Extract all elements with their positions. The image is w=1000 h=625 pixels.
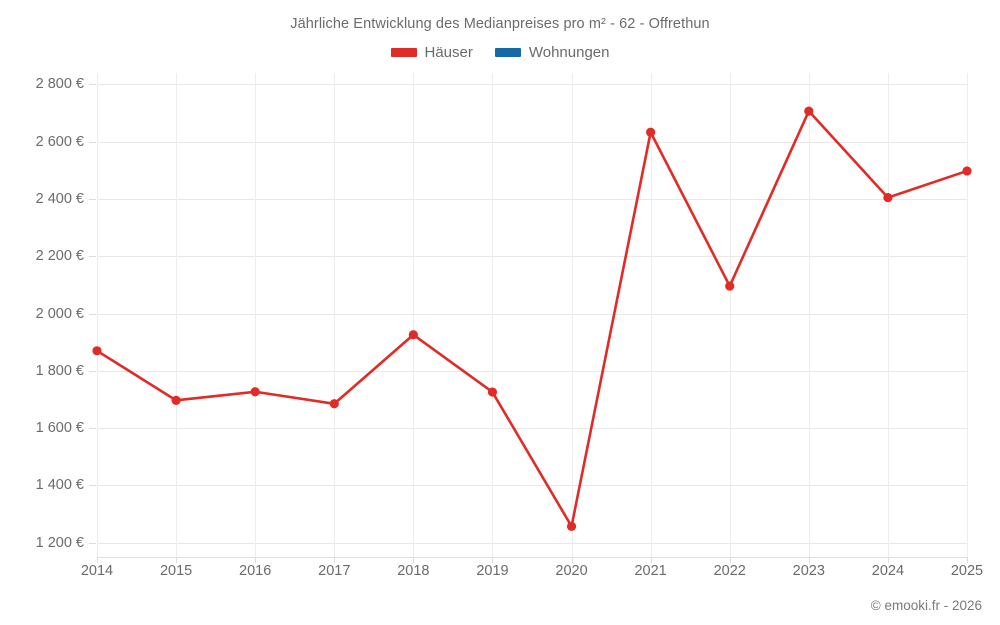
y-axis-tick-label: 1 400 € xyxy=(35,477,84,494)
x-axis-tick-label: 2025 xyxy=(950,563,984,579)
gridline-horizontal xyxy=(97,313,967,315)
gridline-vertical xyxy=(492,73,494,557)
gridline-vertical xyxy=(176,73,178,557)
x-axis-tick-mark xyxy=(176,557,178,563)
legend-item-haeuser[interactable]: Häuser xyxy=(390,44,473,61)
y-axis-tick-label: 2 800 € xyxy=(35,76,84,93)
y-axis-tick-mark xyxy=(89,313,96,315)
legend-label-haeuser: Häuser xyxy=(424,44,473,61)
gridline-horizontal xyxy=(97,542,967,544)
data-point[interactable] xyxy=(646,127,656,137)
x-axis-tick-label: 2017 xyxy=(318,563,351,579)
x-axis-tick-label: 2016 xyxy=(239,563,272,579)
y-axis-tick-label: 2 600 € xyxy=(35,133,84,150)
x-axis-tick-label: 2021 xyxy=(634,563,667,579)
y-axis-tick-label: 1 800 € xyxy=(35,362,84,379)
series-layer xyxy=(92,106,972,531)
x-axis-tick-label: 2020 xyxy=(555,563,588,579)
x-axis-tick-mark xyxy=(255,557,257,563)
y-axis-tick-mark xyxy=(89,199,96,200)
x-axis-tick-mark xyxy=(887,557,889,563)
gridline-vertical xyxy=(255,73,257,557)
legend-item-wohnungen[interactable]: Wohnungen xyxy=(494,44,610,61)
x-axis-tick-label: 2024 xyxy=(871,563,905,579)
x-axis-tick-mark xyxy=(729,557,731,563)
x-axis-tick-label: 2018 xyxy=(397,563,430,579)
legend-label-wohnungen: Wohnungen xyxy=(528,44,610,61)
y-axis-tick-mark xyxy=(89,256,96,258)
y-axis-tick-mark xyxy=(89,141,96,143)
gridline-horizontal xyxy=(97,199,967,200)
gridline-horizontal xyxy=(97,84,967,86)
legend-swatch-wohnungen xyxy=(494,48,521,57)
data-point[interactable] xyxy=(250,387,260,397)
gridline-horizontal xyxy=(97,428,967,430)
data-point[interactable] xyxy=(171,395,181,405)
gridline-horizontal xyxy=(97,485,967,487)
y-axis-tick-mark xyxy=(89,485,96,487)
data-point[interactable] xyxy=(487,387,498,397)
data-point[interactable] xyxy=(804,106,814,116)
data-point[interactable] xyxy=(329,399,339,409)
y-axis-tick-label: 2 200 € xyxy=(35,248,84,265)
x-axis-tick-label: 2023 xyxy=(792,563,825,579)
data-point[interactable] xyxy=(566,521,577,531)
x-axis-tick-label: 2019 xyxy=(476,563,509,579)
plot-area xyxy=(92,73,972,557)
x-axis-tick-mark xyxy=(967,557,968,563)
x-axis-tick-mark xyxy=(650,557,652,563)
x-axis-tick-mark xyxy=(97,557,98,563)
x-axis-tick-label: 2022 xyxy=(713,563,746,579)
y-axis-tick-label: 2 400 € xyxy=(35,191,84,207)
y-axis-tick-mark xyxy=(89,84,96,86)
gridline-vertical xyxy=(97,73,98,557)
y-axis-tick-label: 2 000 € xyxy=(35,305,84,322)
gridline-vertical xyxy=(967,73,968,557)
gridline-vertical xyxy=(413,73,415,557)
gridline-vertical xyxy=(808,73,810,557)
data-point[interactable] xyxy=(408,330,418,340)
x-axis-tick-label: 2015 xyxy=(159,563,193,579)
legend-swatch-haeuser xyxy=(390,48,417,57)
y-axis-tick-label: 1 600 € xyxy=(35,420,84,437)
x-axis-line xyxy=(97,557,967,558)
x-axis-tick-mark xyxy=(492,557,494,563)
chart-legend: Häuser Wohnungen xyxy=(0,44,1000,61)
footer-credit: © emooki.fr - 2026 xyxy=(870,598,982,613)
data-point[interactable] xyxy=(725,281,735,291)
gridline-vertical xyxy=(571,73,573,557)
gridline-vertical xyxy=(729,73,731,557)
data-point[interactable] xyxy=(92,346,102,356)
gridline-horizontal xyxy=(97,141,967,143)
data-point[interactable] xyxy=(962,166,972,176)
x-axis-tick-mark xyxy=(334,557,336,563)
series-line-häuser xyxy=(95,109,969,528)
y-axis-tick-mark xyxy=(89,428,96,430)
data-point[interactable] xyxy=(883,192,893,203)
x-axis-tick-mark xyxy=(571,557,573,563)
gridline-vertical xyxy=(334,73,336,557)
y-axis-tick-label: 1 200 € xyxy=(35,534,84,551)
gridline-vertical xyxy=(650,73,652,557)
x-axis-tick-label: 2014 xyxy=(80,563,114,579)
gridline-horizontal xyxy=(97,370,967,372)
y-axis-tick-mark xyxy=(89,370,96,372)
x-axis-tick-mark xyxy=(808,557,810,563)
chart-title: Jährliche Entwicklung des Medianpreises … xyxy=(290,16,710,32)
y-axis-tick-mark xyxy=(89,542,96,544)
gridline-horizontal xyxy=(97,256,967,258)
gridline-vertical xyxy=(887,73,889,557)
x-axis-tick-mark xyxy=(413,557,415,563)
